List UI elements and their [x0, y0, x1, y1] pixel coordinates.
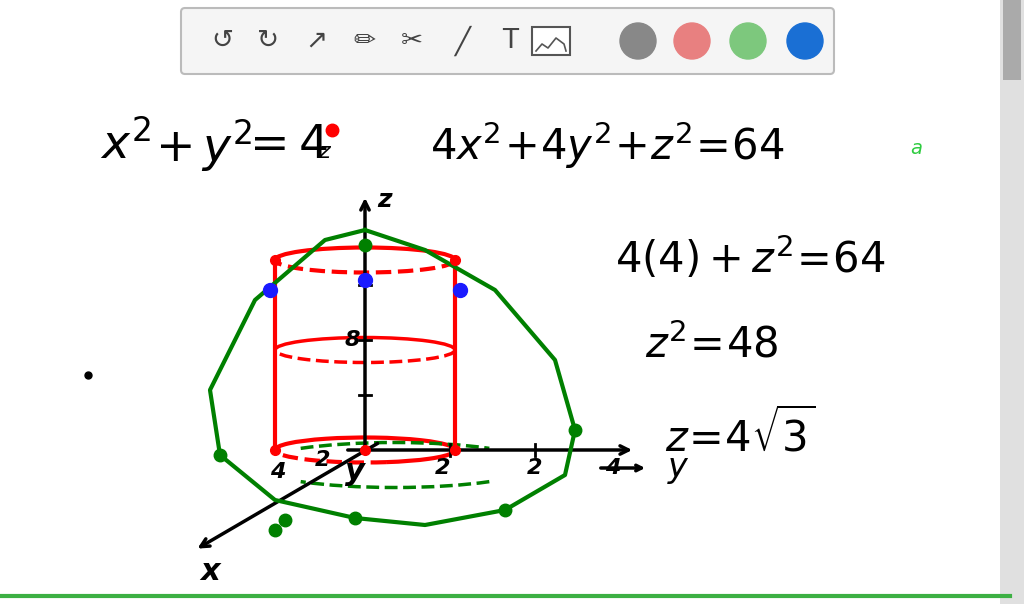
Text: T: T	[502, 28, 518, 54]
Text: 4: 4	[270, 462, 286, 482]
Text: $z^2\!=\! 48$: $z^2\!=\! 48$	[645, 324, 778, 366]
Text: $= 4$: $= 4$	[240, 123, 328, 167]
Text: 4: 4	[605, 458, 621, 478]
Text: 2: 2	[527, 458, 543, 478]
Text: ╱: ╱	[454, 26, 470, 56]
Text: $x^2$: $x^2$	[100, 121, 151, 169]
Text: y: y	[345, 457, 365, 486]
FancyBboxPatch shape	[181, 8, 834, 74]
Text: ↺: ↺	[211, 28, 233, 54]
Text: ✂: ✂	[401, 28, 423, 54]
Text: 2: 2	[315, 450, 331, 470]
Circle shape	[730, 23, 766, 59]
Text: $z\!=\!4\sqrt{3}$: $z\!=\!4\sqrt{3}$	[665, 409, 815, 461]
Text: a: a	[910, 138, 922, 158]
Text: 8: 8	[345, 330, 360, 350]
Text: $+\, y^2$: $+\, y^2$	[155, 117, 252, 173]
Text: z: z	[318, 142, 330, 162]
Circle shape	[674, 23, 710, 59]
Text: ↻: ↻	[257, 28, 280, 54]
Circle shape	[787, 23, 823, 59]
Text: $4x^2\!+\!4y^2\!+\!z^2\!=\!64$: $4x^2\!+\!4y^2\!+\!z^2\!=\!64$	[430, 119, 784, 171]
Text: y: y	[668, 452, 688, 484]
Circle shape	[620, 23, 656, 59]
Bar	[1000, 0, 1024, 604]
Text: z: z	[377, 188, 391, 212]
Text: $4(4)+z^2\!=\!64$: $4(4)+z^2\!=\!64$	[615, 234, 885, 281]
Text: ✏: ✏	[353, 28, 375, 54]
Bar	[532, 27, 570, 55]
Bar	[1002, 0, 1021, 80]
Text: 2: 2	[435, 458, 451, 478]
Text: x: x	[200, 557, 219, 586]
Text: ↗: ↗	[305, 28, 327, 54]
